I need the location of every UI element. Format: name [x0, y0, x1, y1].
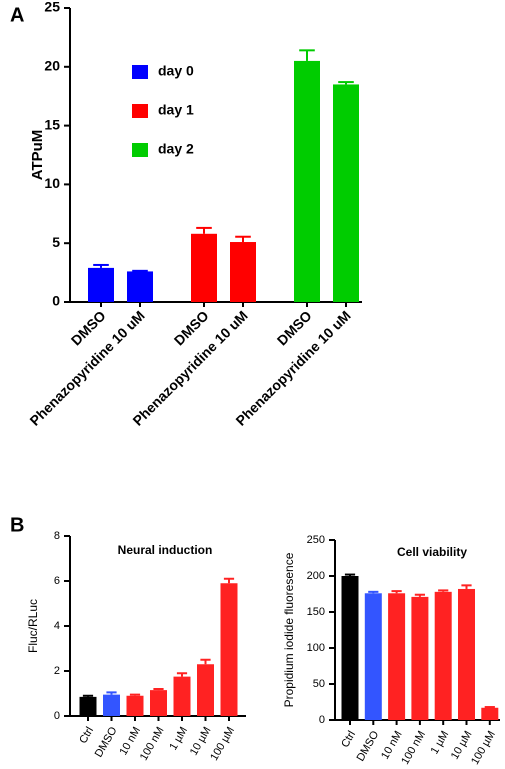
y-tick-label: 8	[54, 530, 60, 542]
y-tick-label: 0	[54, 710, 60, 722]
bar	[458, 588, 475, 720]
bar	[173, 676, 191, 716]
y-tick-label: 150	[307, 606, 325, 618]
x-tick-label: Ctrl	[77, 725, 96, 746]
bar	[79, 696, 97, 716]
x-tick-label: DMSO	[355, 729, 382, 764]
x-tick-label: Ctrl	[339, 729, 358, 750]
legend-swatch	[132, 65, 148, 79]
legend-label: day 2	[158, 141, 194, 157]
bar	[191, 233, 217, 302]
legend-swatch	[132, 143, 148, 157]
bar	[126, 695, 144, 716]
y-tick-label: 25	[44, 0, 60, 15]
bar	[333, 84, 359, 302]
y-tick-label: 10	[44, 175, 60, 191]
chart-title: Cell viability	[397, 545, 467, 559]
y-tick-label: 50	[313, 678, 325, 690]
bar	[220, 583, 238, 716]
y-tick-label: 0	[52, 293, 60, 309]
x-tick-label: 1 µM	[429, 729, 452, 756]
y-axis-label: Fluc/RLuc	[26, 599, 40, 653]
bar	[230, 242, 256, 302]
y-tick-label: 200	[307, 570, 325, 582]
y-tick-label: 250	[307, 534, 325, 546]
bar	[411, 596, 429, 720]
bar	[150, 690, 167, 716]
y-tick-label: 0	[319, 714, 325, 726]
bar	[103, 694, 120, 716]
y-axis-label: ATPuM	[29, 130, 46, 181]
panel-label: A	[10, 4, 24, 26]
x-tick-label: 1 µM	[167, 725, 190, 752]
chart-title: Neural induction	[118, 543, 213, 557]
bar	[364, 593, 382, 720]
y-tick-label: 100	[307, 642, 325, 654]
legend-swatch	[132, 104, 148, 118]
y-tick-label: 5	[52, 234, 60, 250]
legend-label: day 0	[158, 63, 194, 79]
x-tick-label: DMSO	[93, 725, 120, 760]
bar	[341, 576, 359, 720]
legend-label: day 1	[158, 102, 194, 118]
y-axis-label: Propidium iodide fluoresence	[282, 552, 296, 707]
bar	[294, 60, 320, 302]
bar	[434, 591, 452, 720]
bar	[88, 267, 114, 302]
bar	[481, 707, 499, 720]
y-tick-label: 15	[44, 116, 60, 132]
y-tick-label: 2	[54, 665, 60, 677]
panel-label: B	[10, 514, 24, 536]
y-tick-label: 4	[54, 620, 60, 632]
bar	[197, 664, 214, 716]
y-tick-label: 6	[54, 575, 60, 587]
y-tick-label: 20	[44, 58, 60, 74]
bar	[388, 593, 406, 720]
bar	[127, 271, 153, 302]
